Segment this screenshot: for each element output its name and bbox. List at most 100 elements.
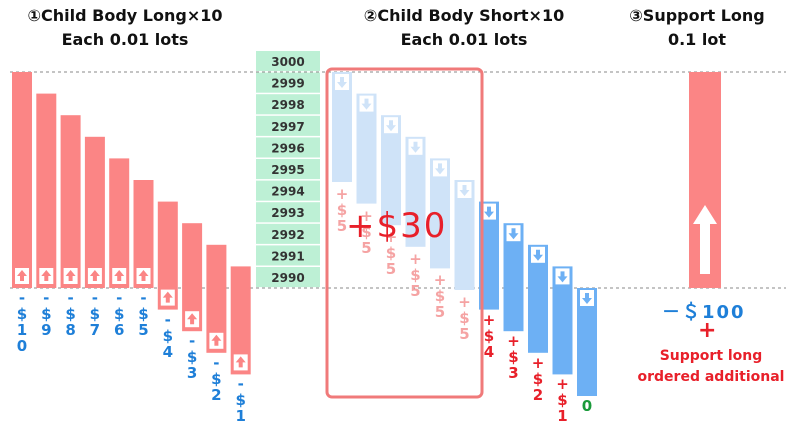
label-char: - [18,289,26,307]
up-arrow-icon [65,270,76,281]
label-char: - [43,289,50,307]
label-char: + [384,228,398,247]
label-char: 5 [434,303,446,322]
short-faded-profit-label: + $5 [430,272,450,320]
short-faded-profit-label: + $5 [332,186,352,234]
label-char: 2 [211,385,222,404]
label-char: + [433,271,447,290]
label-char: 5 [410,281,421,300]
price-label: 2999 [271,77,304,91]
label-char: 0 [16,337,28,355]
long-profit-label: - $5 [134,290,154,338]
label-char: 1 [235,407,246,426]
long-profit-label: - $2 [206,355,226,403]
long-bar [109,158,130,288]
price-label: 2998 [271,98,304,112]
price-label: 2997 [271,120,304,134]
long-profit-label: - $8 [61,290,81,338]
short-bar [577,288,597,396]
support-note-line2: ordered additional [637,369,785,385]
short-bar-faded [430,158,450,269]
header-child-long: ①Child Body Long×10 Each 0.01 lots [10,4,240,52]
label-char: 8 [65,321,76,339]
label-char: $ [186,348,198,367]
down-arrow-icon [386,120,396,132]
short-total-profit: +$30 [346,206,448,246]
long-bar [12,72,32,288]
price-label: 2994 [271,185,304,199]
price-cell [256,115,320,136]
price-cell [256,72,320,93]
price-cell [256,223,320,244]
long-profit-label: - $9 [36,290,56,338]
label-char: $ [89,305,101,323]
label-char: - [116,289,123,307]
label-char: 1 [16,321,28,339]
long-profit-label: - $3 [182,333,202,381]
down-arrow-icon [557,271,568,283]
label-char: $ [410,265,421,284]
short-profit-label: + $3 [504,333,524,381]
label-char: + [482,310,496,329]
up-arrow-icon [89,270,100,281]
short-faded-profit-label: + $5 [406,251,426,299]
long-bar [230,266,251,375]
short-bar-faded [405,136,426,247]
long-bar [84,136,105,288]
label-char: + [335,185,349,203]
long-bar [133,180,154,288]
long-profit-label: - $1 0 [12,290,32,354]
price-cell [256,94,320,115]
label-char: $ [16,305,28,323]
short-faded-profit-label: + $5 [455,294,475,342]
label-char: $ [162,326,174,345]
label-char: 4 [483,342,495,361]
short-bar-faded [356,93,377,204]
short-bar-faded [332,72,352,182]
long-profit-label: - $7 [85,290,105,338]
short-bar-faded [454,180,475,290]
price-label: 3000 [271,55,304,69]
label-char: 9 [41,321,52,339]
up-arrow-icon [17,270,27,281]
label-char: - [237,375,244,394]
short-profit-label: + $2 [528,355,548,403]
label-char: 3 [186,364,198,383]
up-arrow-icon [187,313,198,325]
label-char: + [507,332,520,351]
price-cell [256,51,320,72]
down-arrow-icon [410,141,421,153]
header-support-long: ③Support Long 0.1 lot [612,4,782,52]
label-char: - [91,289,98,307]
up-arrow-icon [162,291,173,303]
label-char: - [164,310,171,329]
long-profit-label: - $1 [231,376,251,424]
label-char: $ [138,305,149,323]
label-char: $ [532,369,544,388]
price-cell [256,180,320,201]
label-char: 3 [508,364,519,383]
short-profit-label: + $4 [479,312,499,360]
down-arrow-icon [508,228,519,240]
price-label: 2995 [271,163,304,177]
short-profit-label: 0 [577,398,597,414]
label-char: $ [508,348,519,367]
short-range-box [325,67,484,399]
label-char: $ [235,391,246,410]
long-profit-label: - $4 [158,312,178,360]
label-char: 5 [459,325,470,343]
label-char: 5 [336,217,348,235]
header-child-long-title: ①Child Body Long×10 [27,6,223,25]
long-bar [36,93,57,288]
label-char: - [67,289,74,307]
short-bar [479,201,499,310]
support-plus-sign: + [698,318,717,343]
short-bar [552,266,573,375]
price-cell [256,267,320,288]
down-arrow-icon [459,185,470,196]
down-arrow-icon [582,293,592,304]
label-char: - [213,353,220,372]
up-arrow-icon [138,270,149,281]
price-cell [256,159,320,180]
short-faded-profit-label: + $5 [381,229,401,277]
